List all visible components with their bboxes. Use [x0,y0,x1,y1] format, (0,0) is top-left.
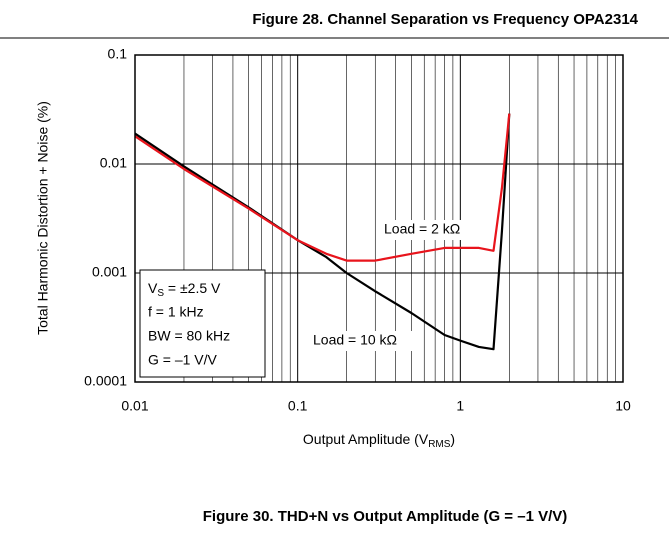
x-axis-label: Output Amplitude (VRMS) [303,431,455,450]
x-tick-label: 1 [456,398,464,414]
annotation-line: BW = 80 kHz [148,328,230,344]
series-label-bg [381,220,493,240]
series-label-bg [310,331,422,351]
annotation-line: VS = ±2.5 V [148,280,221,299]
page-title: Figure 28. Channel Separation vs Frequen… [252,11,638,28]
x-label-part: ) [450,431,455,447]
x-tick-label: 10 [615,398,631,414]
ann-sub: S [157,288,164,299]
lines [134,113,511,351]
y-tick-label: 0.1 [108,46,128,62]
annotation-box [139,269,266,378]
series-label: Load = 2 kΩ [384,221,460,237]
annotation-line: G = –1 V/V [148,352,218,368]
x-tick-label: 0.1 [288,398,308,414]
y-tick-label: 0.01 [100,155,127,171]
labels: 0.01 0.1 1 10 0.0001 0.001 0.01 0.1 Load = 10 kΩ… [84,46,631,414]
ann-part: = ±2.5 V [164,280,221,296]
series-line [134,113,511,262]
plot-frame [134,54,624,383]
y-axis-label: Total Harmonic Distortion + Noise (%) [35,101,51,335]
annotation-line: f = 1 kHz [148,304,204,320]
series-label: Load = 10 kΩ [313,332,397,348]
caption: Figure 30. THD+N vs Output Amplitude (G … [203,508,568,525]
ann-part: V [148,280,158,296]
y-tick-label: 0.001 [92,264,127,280]
x-tick-label: 0.01 [121,398,148,414]
x-label-sub: RMS [428,439,451,450]
x-label-part: Output Amplitude (V [303,431,429,447]
y-tick-label: 0.0001 [84,373,127,389]
